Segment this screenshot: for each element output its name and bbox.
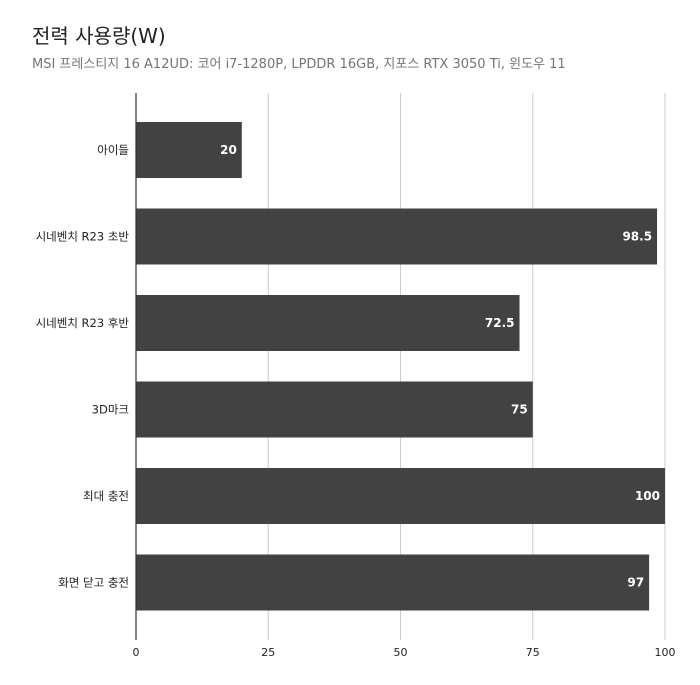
data-label: 98.5 <box>622 230 652 244</box>
data-label: 20 <box>220 143 237 157</box>
chart-title: 전력 사용량(W) <box>32 24 166 48</box>
x-tick-label: 0 <box>133 646 140 659</box>
x-tick-label: 50 <box>394 646 408 659</box>
category-label: 시네벤치 R23 후반 <box>36 316 130 330</box>
data-label: 75 <box>511 403 528 417</box>
bar <box>136 122 242 178</box>
x-tick-label: 25 <box>261 646 275 659</box>
bar <box>136 295 520 351</box>
bar <box>136 208 658 265</box>
category-label: 최대 충전 <box>83 489 129 503</box>
category-label: 아이들 <box>97 143 129 157</box>
bar <box>136 468 665 524</box>
data-label: 100 <box>635 489 660 503</box>
category-label: 3D마크 <box>92 403 129 417</box>
x-tick-label: 100 <box>655 646 676 659</box>
bar <box>136 381 533 438</box>
data-label: 97 <box>627 576 644 590</box>
x-tick-label: 75 <box>526 646 540 659</box>
chart-subtitle: MSI 프레스티지 16 A12UD: 코어 i7-1280P, LPDDR 1… <box>32 57 566 72</box>
bar <box>136 554 650 611</box>
category-label: 시네벤치 R23 초반 <box>36 230 130 244</box>
data-label: 72.5 <box>485 316 515 330</box>
category-label: 화면 닫고 충전 <box>58 576 129 590</box>
